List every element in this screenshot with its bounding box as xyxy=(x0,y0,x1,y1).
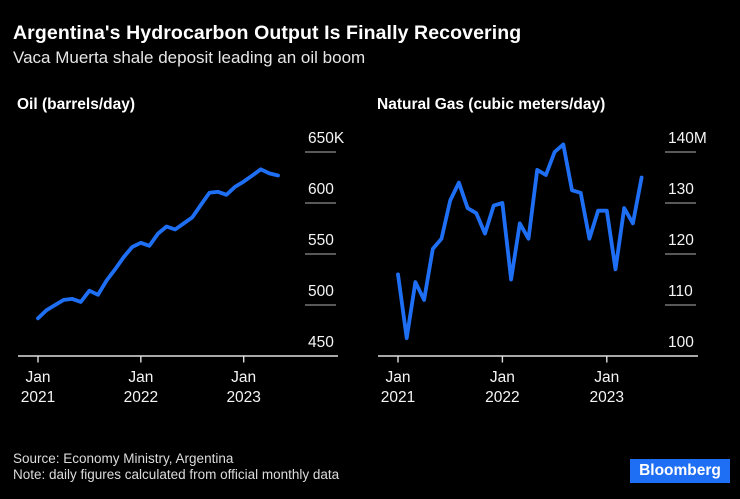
oil-y-tick-label: 450 xyxy=(308,334,334,351)
data-note: Note: daily figures calculated from offi… xyxy=(13,467,340,482)
gas-panel-title: Natural Gas (cubic meters/day) xyxy=(377,96,606,113)
gas-x-tick-label-year: 2021 xyxy=(381,389,415,406)
gas-series-line xyxy=(396,142,644,341)
gas-y-tick-label: 140M xyxy=(668,130,707,147)
gas-x-tick-label-month: Jan xyxy=(490,369,515,386)
gas-x-tick-label-month: Jan xyxy=(386,369,411,386)
gas-x-tick-label-year: 2022 xyxy=(485,389,519,406)
page-subtitle: Vaca Muerta shale deposit leading an oil… xyxy=(13,48,366,67)
gas-y-tick-label: 110 xyxy=(668,283,693,300)
oil-x-tick-label-year: 2022 xyxy=(124,389,158,406)
oil-x-tick-label-year: 2021 xyxy=(21,389,55,406)
gas-y-tick-label: 130 xyxy=(668,181,694,198)
bloomberg-logo: Bloomberg xyxy=(630,459,730,483)
oil-x-tick-label-month: Jan xyxy=(128,369,153,386)
source-note: Source: Economy Ministry, Argentina xyxy=(13,451,234,466)
oil-panel-title: Oil (barrels/day) xyxy=(17,96,136,113)
oil-y-tick-label: 600 xyxy=(308,181,334,198)
oil-y-tick-label: 550 xyxy=(308,232,334,249)
oil-series-line xyxy=(36,167,280,321)
gas-x-tick-label-year: 2023 xyxy=(590,389,624,406)
oil-y-tick-label: 500 xyxy=(308,283,334,300)
oil-y-tick-label: 650K xyxy=(308,130,345,147)
gas-y-tick-label: 120 xyxy=(668,232,694,249)
page-title: Argentina's Hydrocarbon Output Is Finall… xyxy=(13,22,522,44)
gas-x-tick-label-month: Jan xyxy=(594,369,619,386)
gas-y-tick-label: 100 xyxy=(668,334,694,351)
oil-x-tick-label-month: Jan xyxy=(231,369,256,386)
oil-x-tick-label-month: Jan xyxy=(26,369,51,386)
oil-x-tick-label-year: 2023 xyxy=(226,389,260,406)
